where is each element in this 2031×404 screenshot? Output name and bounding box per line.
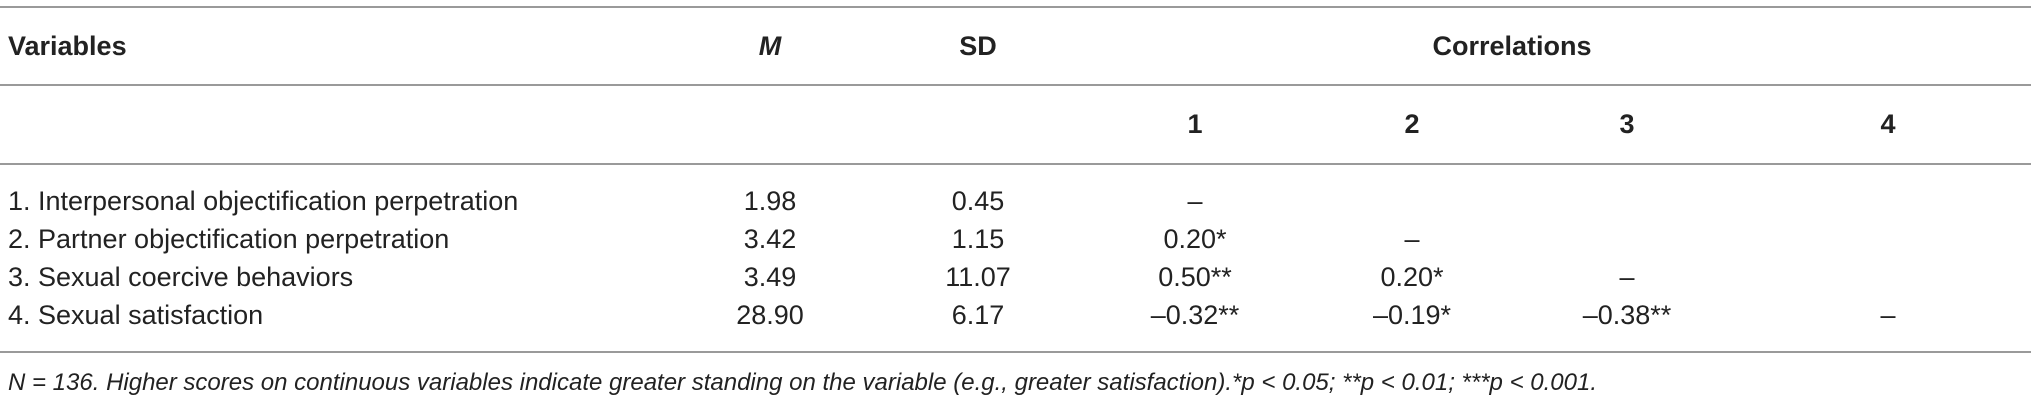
- subheader-col-3: 3: [1619, 109, 1635, 139]
- row-label: 2. Partner objectification perpetration: [8, 224, 450, 254]
- row-sd: 0.45: [951, 186, 1005, 216]
- row-corr-3: –: [1619, 262, 1635, 292]
- header-sd: SD: [959, 31, 997, 61]
- table-footnote: N = 136. Higher scores on continuous var…: [8, 369, 1597, 396]
- row-mean: 3.49: [743, 262, 797, 292]
- row-corr-1: 0.50**: [1158, 262, 1232, 292]
- header-variables: Variables: [8, 31, 127, 61]
- row-corr-2: –0.19*: [1372, 300, 1452, 330]
- row-mean: 1.98: [743, 186, 797, 216]
- row-corr-2: –: [1404, 224, 1420, 254]
- row-sd: 11.07: [945, 262, 1011, 292]
- table-top-rule: [0, 6, 2031, 8]
- subheader-col-4: 4: [1880, 109, 1896, 139]
- header-mean: M: [758, 31, 782, 61]
- row-corr-4: –: [1880, 300, 1896, 330]
- header-correlations: Correlations: [1432, 31, 1592, 61]
- subheader-col-1: 1: [1187, 109, 1203, 139]
- row-label: 4. Sexual satisfaction: [8, 300, 264, 330]
- row-sd: 6.17: [951, 300, 1005, 330]
- row-corr-1: –0.32**: [1150, 300, 1240, 330]
- row-mean: 28.90: [736, 300, 804, 330]
- row-corr-1: 0.20*: [1163, 224, 1227, 254]
- row-label: 1. Interpersonal objectification perpetr…: [8, 186, 519, 216]
- subheader-col-2: 2: [1404, 109, 1420, 139]
- row-mean: 3.42: [743, 224, 797, 254]
- row-label: 3. Sexual coercive behaviors: [8, 262, 354, 292]
- row-sd: 1.15: [951, 224, 1005, 254]
- header-rule: [0, 84, 2031, 86]
- row-corr-1: –: [1187, 186, 1203, 216]
- table-bottom-rule: [0, 351, 2031, 353]
- row-corr-3: –0.38**: [1582, 300, 1672, 330]
- row-corr-2: 0.20*: [1380, 262, 1444, 292]
- subheader-rule: [0, 163, 2031, 165]
